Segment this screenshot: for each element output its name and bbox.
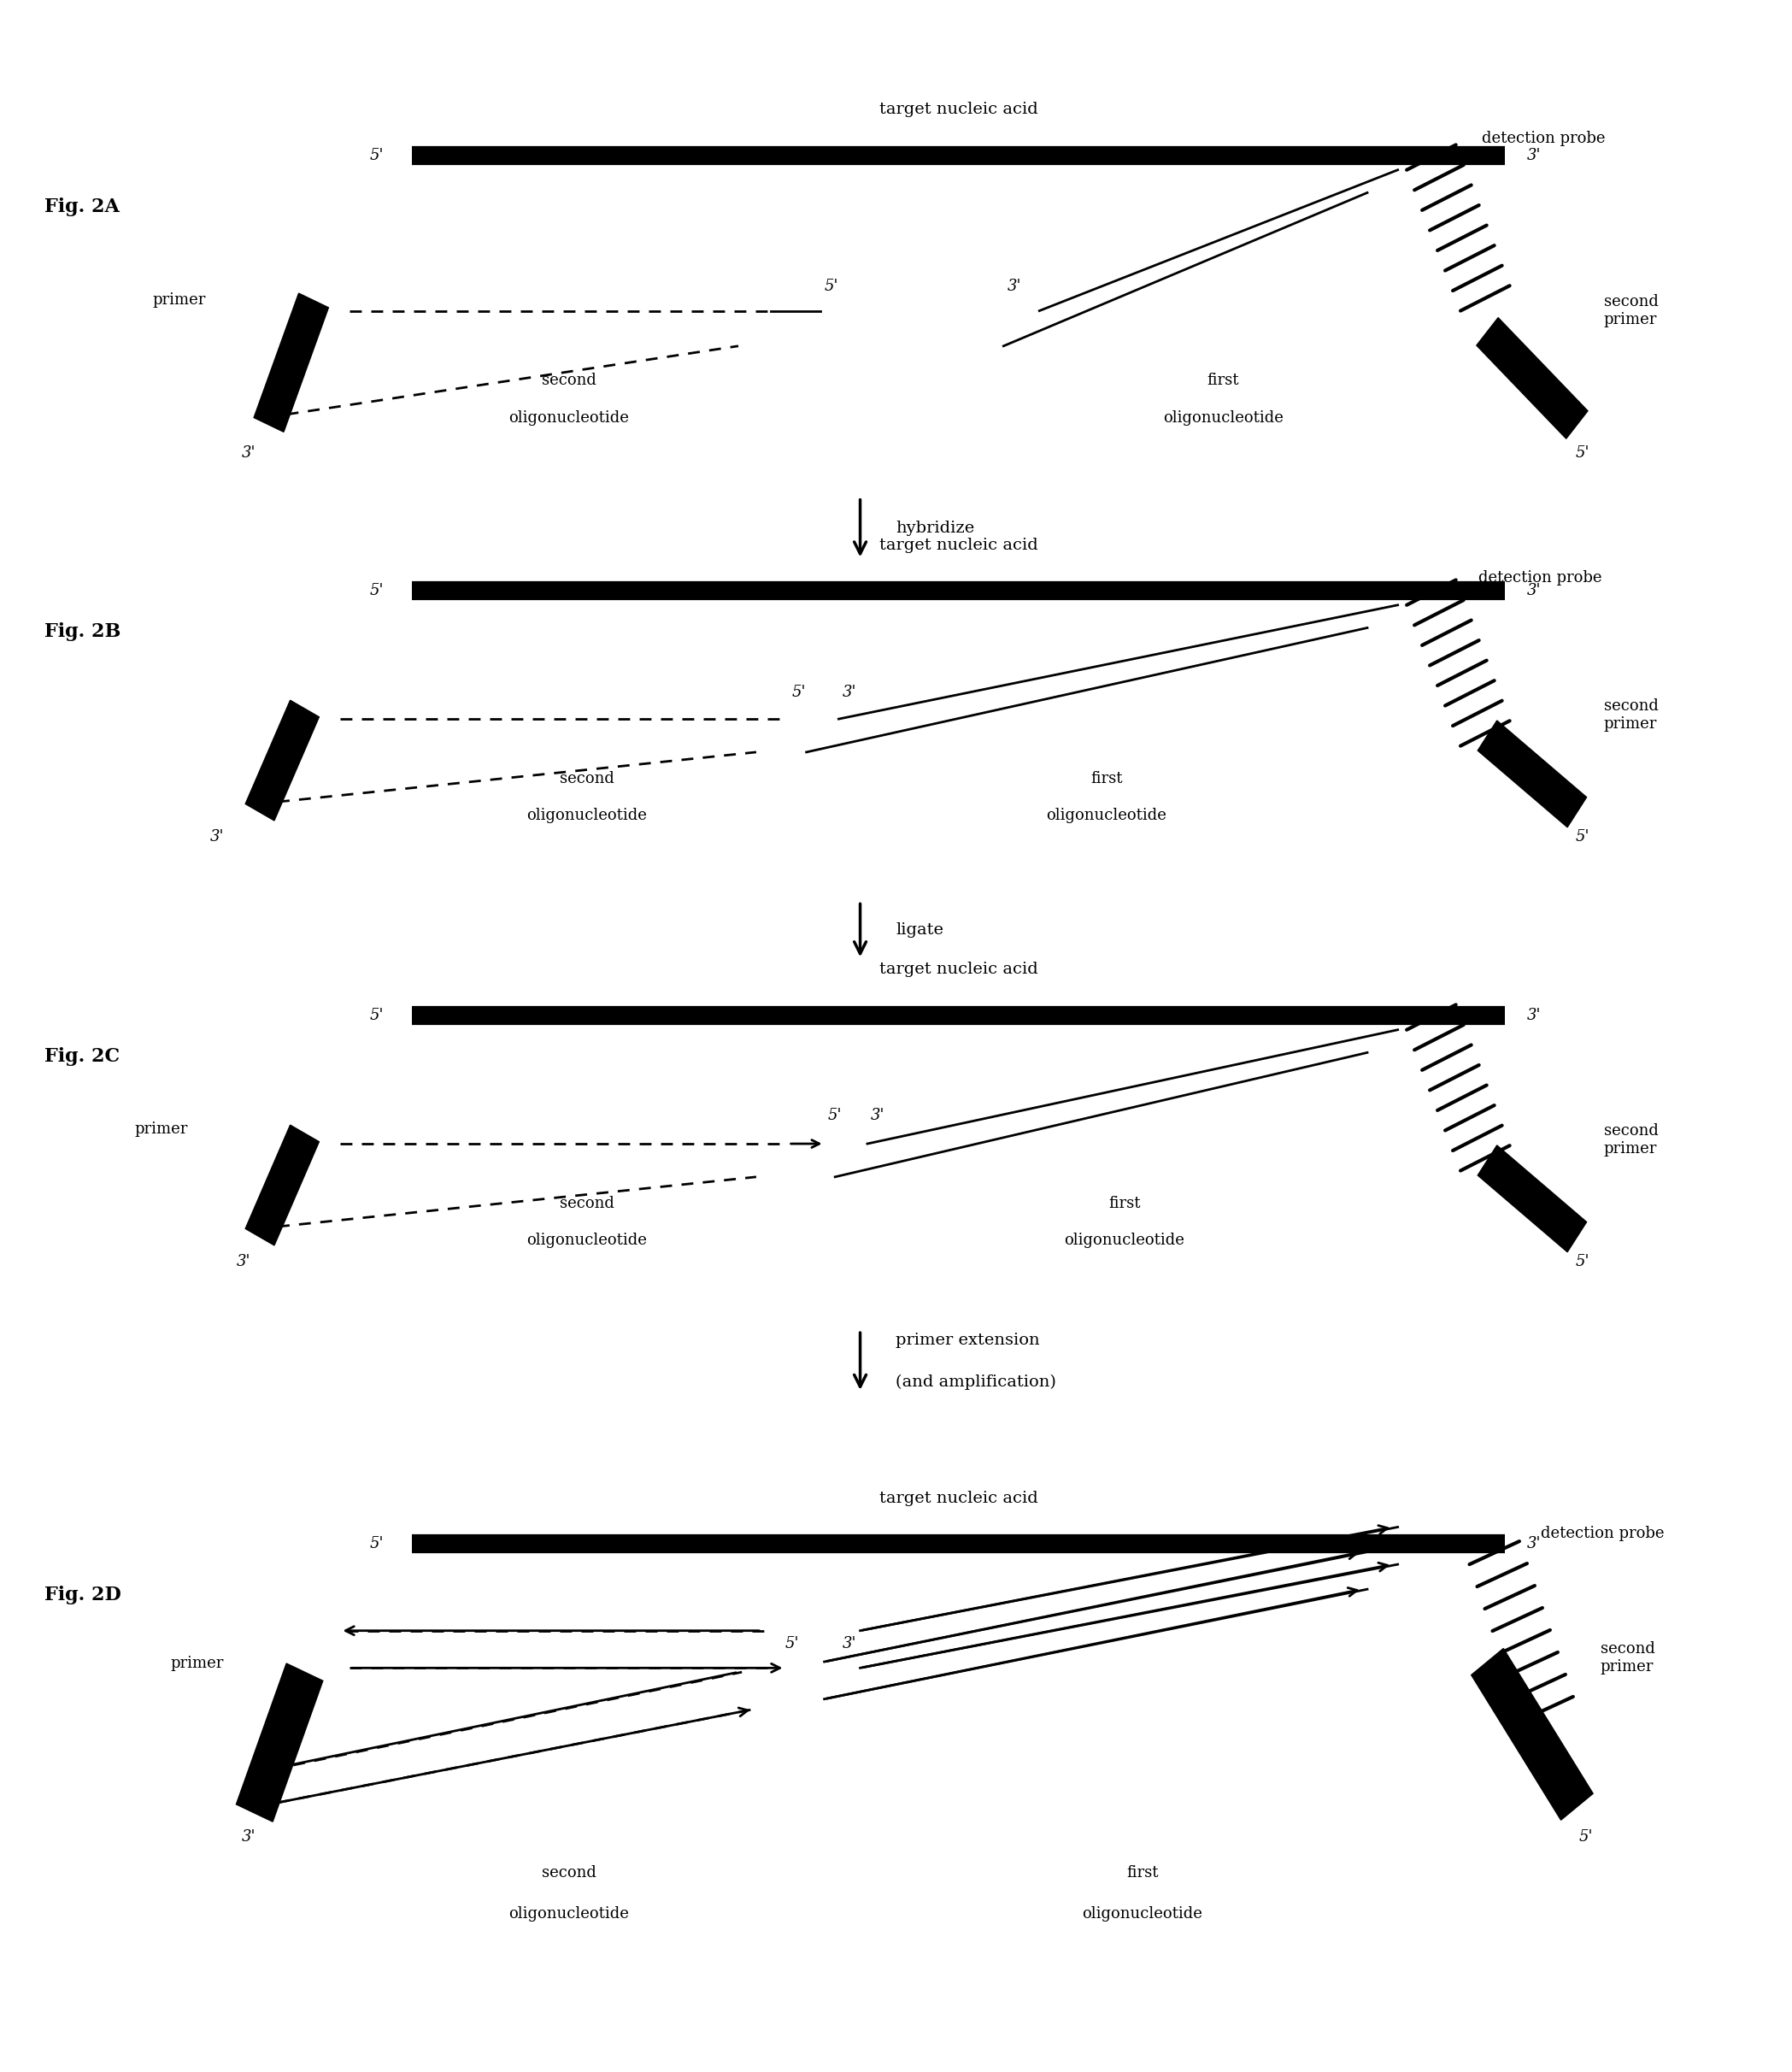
Text: 5': 5' bbox=[785, 1637, 799, 1651]
Text: 5': 5' bbox=[1575, 445, 1590, 460]
Text: 5': 5' bbox=[1575, 829, 1590, 843]
Text: 3': 3' bbox=[210, 829, 224, 843]
Text: 3': 3' bbox=[871, 1109, 885, 1123]
Text: second: second bbox=[559, 771, 615, 785]
Text: 3': 3' bbox=[842, 686, 857, 700]
Text: 5': 5' bbox=[828, 1109, 842, 1123]
Text: target nucleic acid: target nucleic acid bbox=[880, 961, 1038, 978]
Text: primer extension: primer extension bbox=[896, 1332, 1039, 1349]
Text: first: first bbox=[1127, 1865, 1158, 1879]
Text: 3': 3' bbox=[1527, 582, 1541, 599]
Text: 5': 5' bbox=[1579, 1830, 1593, 1844]
Text: (and amplification): (and amplification) bbox=[896, 1374, 1057, 1390]
Text: primer: primer bbox=[134, 1121, 188, 1138]
Text: target nucleic acid: target nucleic acid bbox=[880, 537, 1038, 553]
Text: detection probe: detection probe bbox=[1478, 570, 1602, 586]
Text: Fig. 2C: Fig. 2C bbox=[45, 1046, 120, 1067]
Text: oligonucleotide: oligonucleotide bbox=[527, 1233, 647, 1247]
Polygon shape bbox=[1477, 317, 1588, 439]
Text: 3': 3' bbox=[1527, 1007, 1541, 1024]
Text: 5': 5' bbox=[824, 280, 839, 294]
Text: 5': 5' bbox=[369, 147, 383, 164]
Text: oligonucleotide: oligonucleotide bbox=[1047, 808, 1167, 823]
Text: 3': 3' bbox=[242, 1830, 256, 1844]
Text: first: first bbox=[1091, 771, 1122, 785]
Text: 5': 5' bbox=[369, 1535, 383, 1552]
Text: 3': 3' bbox=[1007, 280, 1021, 294]
Polygon shape bbox=[1471, 1649, 1593, 1819]
Text: oligonucleotide: oligonucleotide bbox=[1163, 410, 1283, 425]
Text: detection probe: detection probe bbox=[1482, 131, 1606, 147]
Text: 3': 3' bbox=[1527, 1535, 1541, 1552]
Text: oligonucleotide: oligonucleotide bbox=[527, 808, 647, 823]
Text: first: first bbox=[1109, 1196, 1140, 1210]
Polygon shape bbox=[1478, 721, 1586, 827]
Polygon shape bbox=[246, 1125, 319, 1245]
Text: primer: primer bbox=[152, 292, 206, 309]
Polygon shape bbox=[246, 700, 319, 821]
Text: second
primer: second primer bbox=[1600, 1641, 1654, 1674]
Text: Fig. 2B: Fig. 2B bbox=[45, 622, 122, 642]
Text: target nucleic acid: target nucleic acid bbox=[880, 102, 1038, 118]
Text: second
primer: second primer bbox=[1604, 698, 1658, 731]
Text: second
primer: second primer bbox=[1604, 1123, 1658, 1156]
Text: second: second bbox=[541, 373, 597, 387]
Polygon shape bbox=[1478, 1146, 1586, 1251]
Text: second: second bbox=[559, 1196, 615, 1210]
Text: target nucleic acid: target nucleic acid bbox=[880, 1490, 1038, 1506]
Text: primer: primer bbox=[170, 1656, 224, 1672]
Text: oligonucleotide: oligonucleotide bbox=[1064, 1233, 1185, 1247]
Text: oligonucleotide: oligonucleotide bbox=[509, 410, 629, 425]
Text: oligonucleotide: oligonucleotide bbox=[509, 1906, 629, 1921]
Text: detection probe: detection probe bbox=[1541, 1525, 1665, 1542]
Text: 3': 3' bbox=[1527, 147, 1541, 164]
Text: Fig. 2D: Fig. 2D bbox=[45, 1585, 122, 1606]
Polygon shape bbox=[254, 294, 328, 431]
Text: oligonucleotide: oligonucleotide bbox=[1082, 1906, 1202, 1921]
Text: first: first bbox=[1208, 373, 1238, 387]
Text: 5': 5' bbox=[369, 1007, 383, 1024]
Text: hybridize: hybridize bbox=[896, 520, 975, 537]
Text: 5': 5' bbox=[1575, 1254, 1590, 1268]
Text: 3': 3' bbox=[237, 1254, 251, 1268]
Text: second: second bbox=[541, 1865, 597, 1879]
Text: Fig. 2A: Fig. 2A bbox=[45, 197, 120, 218]
Text: second
primer: second primer bbox=[1604, 294, 1658, 327]
Text: 3': 3' bbox=[242, 445, 256, 460]
Text: ligate: ligate bbox=[896, 922, 944, 939]
Text: 5': 5' bbox=[792, 686, 806, 700]
Polygon shape bbox=[237, 1664, 323, 1821]
Text: 3': 3' bbox=[842, 1637, 857, 1651]
Text: 5': 5' bbox=[369, 582, 383, 599]
